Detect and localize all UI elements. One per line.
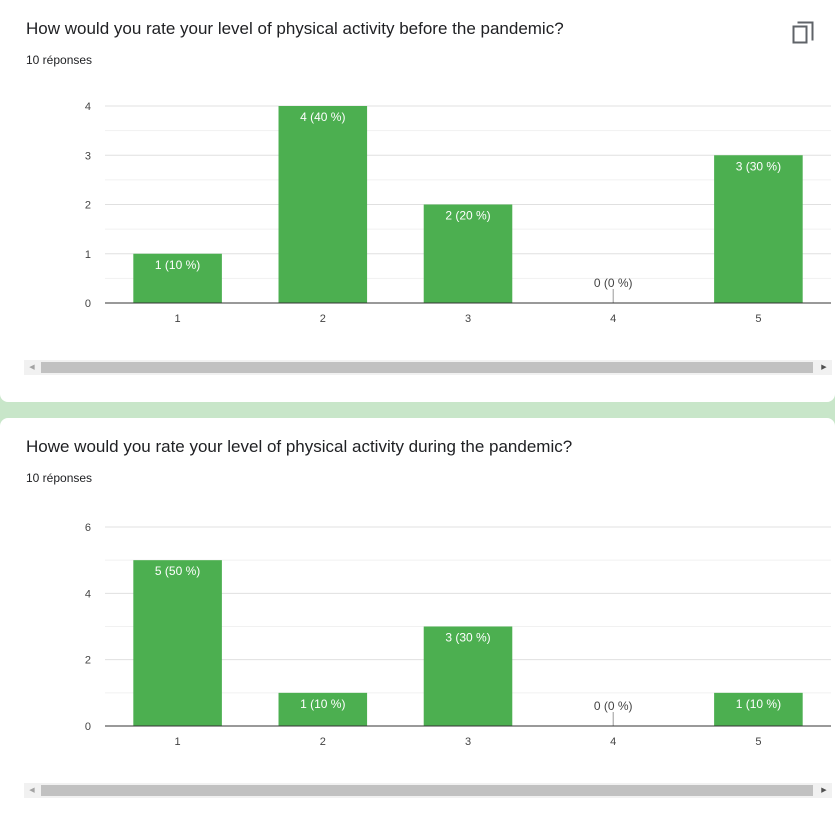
bar	[714, 155, 803, 303]
x-tick-label: 5	[755, 313, 761, 325]
x-tick-label: 1	[175, 313, 181, 325]
x-tick-label: 4	[610, 736, 616, 748]
y-tick-label: 2	[85, 200, 91, 212]
data-label: 3 (30 %)	[736, 159, 781, 173]
y-tick-label: 6	[85, 522, 91, 534]
copy-icon	[792, 21, 814, 44]
data-label: 2 (20 %)	[445, 209, 490, 223]
response-count: 10 réponses	[26, 53, 93, 67]
question-title: Howe would you rate your level of physic…	[26, 437, 573, 456]
scroll-right-arrow-icon[interactable]: ▶	[821, 787, 827, 794]
x-tick-label: 3	[465, 736, 471, 748]
x-tick-label: 2	[320, 736, 326, 748]
data-label: 0 (0 %)	[594, 699, 633, 713]
x-tick-label: 1	[175, 736, 181, 748]
bar	[423, 204, 513, 303]
y-tick-label: 3	[85, 150, 91, 162]
bar-chart-during: 0 2 4 6 5 (50 %) 1 1 (10 %) 2 3 (30 %) 3 0 (0 %) 4 1…	[85, 522, 831, 748]
bar	[133, 560, 222, 726]
y-tick-label: 0	[85, 721, 91, 733]
bar-chart-before: 0 1 2 3 4 1 (10 %) 1 4 (40 %) 2 2 (20 %) 3 0 (0 %) 4…	[85, 101, 831, 325]
horizontal-scrollbar[interactable]: ◀ ▶	[24, 360, 832, 375]
question-title: How would you rate your level of physica…	[26, 19, 564, 38]
x-tick-label: 4	[610, 313, 616, 325]
scroll-thumb[interactable]	[41, 785, 813, 796]
data-label: 1 (10 %)	[155, 258, 200, 272]
data-label: 3 (30 %)	[445, 631, 490, 645]
data-label: 0 (0 %)	[594, 276, 633, 290]
question-card-before: How would you rate your level of physica…	[0, 0, 835, 402]
bar	[278, 692, 368, 726]
y-tick-label: 0	[85, 298, 91, 310]
y-tick-label: 4	[85, 101, 91, 113]
question-card-during: Howe would you rate your level of physic…	[0, 418, 835, 817]
y-tick-label: 4	[85, 588, 91, 600]
scroll-right-arrow-icon[interactable]: ▶	[821, 364, 827, 371]
response-count: 10 réponses	[26, 471, 93, 485]
x-tick-label: 5	[755, 736, 761, 748]
data-label: 1 (10 %)	[300, 697, 345, 711]
scroll-left-arrow-icon[interactable]: ◀	[29, 787, 35, 794]
horizontal-scrollbar[interactable]: ◀ ▶	[24, 783, 832, 798]
x-tick-label: 2	[320, 313, 326, 325]
bar	[714, 692, 803, 726]
bar	[423, 626, 513, 726]
y-tick-label: 2	[85, 655, 91, 667]
copy-chart-button[interactable]	[788, 19, 818, 49]
bar	[133, 253, 222, 303]
y-tick-label: 1	[85, 249, 91, 261]
data-label: 5 (50 %)	[155, 564, 200, 578]
bar	[278, 106, 368, 303]
scroll-left-arrow-icon[interactable]: ◀	[29, 364, 35, 371]
data-label: 4 (40 %)	[300, 110, 345, 124]
x-tick-label: 3	[465, 313, 471, 325]
data-label: 1 (10 %)	[736, 697, 781, 711]
scroll-thumb[interactable]	[41, 362, 813, 373]
